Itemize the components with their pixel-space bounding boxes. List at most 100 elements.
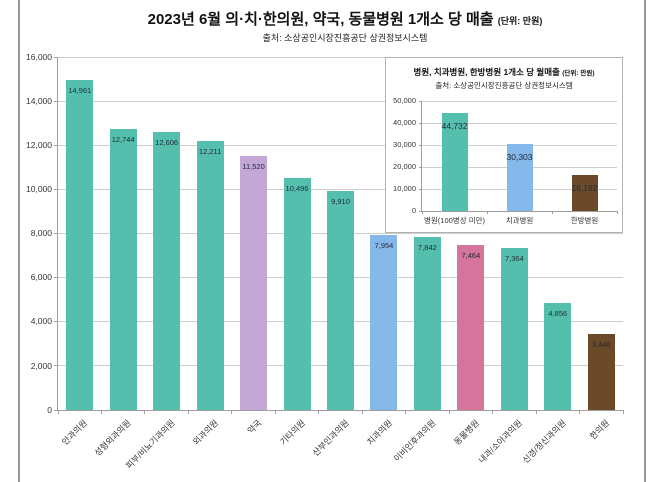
x-axis-category-label: 산부인과의원 bbox=[310, 417, 351, 458]
x-axis-category-label: 이비인후과의원 bbox=[391, 417, 438, 464]
y-axis-tick-label: 30,000 bbox=[393, 140, 416, 150]
y-axis-tick bbox=[54, 188, 58, 190]
gridline bbox=[422, 100, 617, 102]
gridline bbox=[58, 188, 623, 190]
y-axis-tick-label: 10,000 bbox=[393, 184, 416, 194]
y-axis-tick bbox=[54, 144, 58, 146]
y-axis-tick-label: 40,000 bbox=[393, 118, 416, 128]
x-axis-category-label: 내과/소아과의원 bbox=[476, 417, 525, 466]
y-axis-tick bbox=[419, 210, 422, 212]
bar bbox=[327, 191, 354, 410]
y-axis-tick bbox=[54, 233, 58, 234]
bar bbox=[240, 155, 268, 410]
gridline bbox=[58, 56, 623, 58]
y-axis-tick bbox=[54, 409, 58, 411]
y-axis-tick bbox=[419, 188, 422, 190]
x-axis-tick bbox=[100, 410, 102, 414]
y-axis-tick-label: 4,000 bbox=[30, 316, 52, 327]
x-axis-tick bbox=[622, 410, 624, 414]
x-axis-tick bbox=[492, 410, 494, 414]
bar-value-label: 7,464 bbox=[461, 251, 481, 261]
bar bbox=[571, 175, 598, 211]
x-axis-category-label: 동물병원 bbox=[451, 417, 481, 447]
bar-value-label: 12,744 bbox=[111, 134, 135, 144]
y-axis-tick-label: 2,000 bbox=[30, 360, 52, 371]
x-axis-tick bbox=[57, 410, 59, 414]
y-axis-tick bbox=[54, 100, 58, 102]
y-axis-tick bbox=[54, 321, 58, 323]
y-axis-tick-label: 14,000 bbox=[26, 95, 52, 106]
bar-value-label: 44,732 bbox=[441, 120, 468, 131]
main-chart-title: 2023년 6월 의·치·한의원, 약국, 동물병원 1개소 당 매출 (단위:… bbox=[45, 8, 645, 29]
bar-value-label: 7,842 bbox=[418, 242, 437, 252]
x-axis-tick bbox=[144, 410, 146, 414]
bar bbox=[544, 302, 572, 410]
y-axis-tick-label: 8,000 bbox=[30, 228, 52, 239]
x-axis-tick bbox=[361, 410, 363, 414]
bar-value-label: 3,446 bbox=[591, 339, 611, 349]
inset-plot-area: 0 10,000 20,000 30,000 40,000 50,000 44,732 병원(… bbox=[393, 96, 618, 225]
y-axis-tick-label: 10,000 bbox=[26, 184, 52, 195]
bar bbox=[457, 245, 485, 410]
x-axis-tick bbox=[579, 410, 581, 414]
inset-chart-title: 병원, 치과병원, 한방병원 1개소 당 월매출 (단위: 만원) bbox=[386, 66, 622, 78]
bar-value-label: 14,961 bbox=[68, 85, 92, 95]
y-axis-tick-label: 50,000 bbox=[393, 96, 416, 106]
bar-value-label: 7,364 bbox=[504, 253, 524, 263]
y-axis-tick-label: 16,000 bbox=[26, 51, 52, 62]
x-axis-tick bbox=[448, 410, 450, 414]
bar bbox=[587, 333, 615, 410]
x-axis-tick bbox=[535, 410, 537, 414]
bar-value-label: 9,910 bbox=[331, 197, 350, 207]
bar bbox=[196, 140, 224, 410]
bar-value-label: 16,192 bbox=[571, 183, 598, 194]
x-axis-category-label: 치과의원 bbox=[364, 417, 394, 447]
y-axis-tick-label: 20,000 bbox=[393, 162, 416, 172]
x-axis-category-label: 안과의원 bbox=[60, 417, 90, 447]
bar-value-label: 11,520 bbox=[242, 161, 265, 171]
y-axis-tick bbox=[419, 166, 422, 168]
x-axis-tick bbox=[405, 410, 407, 414]
inset-chart-source: 출처: 소상공인시장진흥공단 상권정보시스템 bbox=[435, 81, 573, 90]
x-axis-category-label: 약국 bbox=[245, 417, 264, 436]
x-axis-tick bbox=[187, 410, 189, 414]
x-axis-category-label: 한방병원 bbox=[570, 216, 599, 225]
bar-value-label: 12,606 bbox=[155, 137, 179, 147]
y-axis-tick-label: 0 bbox=[47, 404, 52, 415]
inset-chart: 병원, 치과병원, 한방병원 1개소 당 월매출 (단위: 만원) 출처: 소상… bbox=[385, 57, 623, 233]
main-chart-unit-label: (단위: 만원) bbox=[497, 16, 543, 26]
bar bbox=[66, 79, 94, 410]
x-axis-category-label: 치과병원 bbox=[505, 216, 534, 225]
main-chart-source: 출처: 소상공인시장진흥공단 상권정보시스템 bbox=[262, 33, 428, 43]
inset-chart-title-text: 병원, 치과병원, 한방병원 1개소 당 월매출 bbox=[413, 67, 560, 77]
bar bbox=[283, 178, 311, 410]
frame-line-right bbox=[644, 0, 646, 482]
main-plot-area: 0 2,000 4,000 6,000 8,000 10,000 12,000 14,000 1… bbox=[26, 52, 624, 471]
bar bbox=[500, 247, 528, 410]
x-axis-tick bbox=[231, 410, 233, 414]
y-axis-tick bbox=[54, 365, 58, 367]
x-axis-category-label: 한의원 bbox=[587, 417, 612, 442]
x-axis-tick bbox=[486, 211, 488, 214]
bar-value-label: 4,856 bbox=[548, 308, 568, 318]
gridline bbox=[58, 100, 623, 102]
x-axis-category-label: 성형외과의원 bbox=[92, 417, 133, 458]
bar bbox=[370, 234, 398, 410]
y-axis-tick bbox=[419, 100, 422, 102]
y-axis-tick bbox=[419, 144, 422, 146]
y-axis-tick-label: 6,000 bbox=[30, 272, 52, 283]
bar-value-label: 10,496 bbox=[285, 184, 309, 194]
bar bbox=[441, 112, 468, 211]
gridline bbox=[58, 144, 623, 146]
inset-chart-unit-label: (단위: 만원) bbox=[562, 70, 595, 77]
y-axis-tick bbox=[54, 56, 58, 58]
x-axis-tick bbox=[551, 211, 553, 214]
x-axis-tick bbox=[318, 410, 320, 414]
bar bbox=[109, 128, 137, 410]
y-axis-tick-label: 0 bbox=[411, 206, 416, 216]
main-chart-title-text: 2023년 6월 의·치·한의원, 약국, 동물병원 1개소 당 매출 bbox=[147, 11, 494, 28]
gridline bbox=[422, 122, 617, 124]
x-axis-category-label: 신경/정신과의원 bbox=[520, 417, 568, 466]
bar bbox=[153, 131, 181, 410]
